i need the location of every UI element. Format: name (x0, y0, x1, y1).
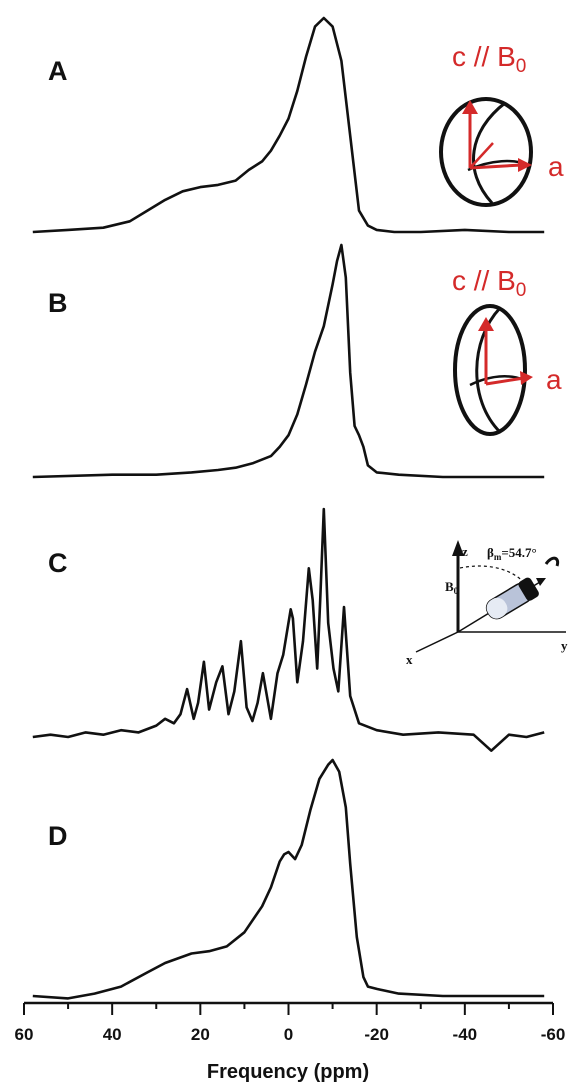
a-axis-arrow-b (485, 376, 525, 386)
x-tick-label: 40 (103, 1025, 122, 1044)
a-label-a: a (548, 151, 564, 182)
panel-a: A (32, 16, 545, 234)
b0-label-c: B0 (445, 579, 459, 596)
inset-c-mas-diagram: B0 z x y βm=54.7° (406, 540, 568, 667)
a-label-b: a (546, 364, 562, 395)
z-axis-arrowhead (452, 540, 464, 556)
panel-c: C (32, 507, 545, 752)
spin-arrow-icon (544, 556, 560, 567)
a-axis-arrowhead-b (520, 371, 533, 385)
c-b0-label-b: c // B0 (452, 265, 526, 301)
spectrum-line-c (32, 507, 545, 752)
spectrum-line-b (32, 243, 545, 479)
x-tick-label: 20 (191, 1025, 210, 1044)
x-axis-line (415, 631, 459, 653)
magic-angle-label: βm=54.7° (487, 545, 537, 562)
panel-d: D (32, 758, 545, 1000)
panel-label-d: D (48, 821, 68, 851)
crystal-ellipsoid-a (439, 97, 533, 207)
rotor-axis-arrowhead (536, 578, 546, 586)
b-axis-arrow-a (469, 142, 494, 169)
panel-label-b: B (48, 288, 68, 318)
rotor-cylinder (485, 577, 539, 620)
a-axis-arrow-a (469, 163, 523, 170)
inset-a-orientation: c // B0 a (439, 41, 564, 207)
z-axis-label: z (462, 544, 468, 559)
x-axis-label: x (406, 652, 413, 667)
panel-b: B (32, 243, 545, 479)
c-b0-label-a: c // B0 (452, 41, 526, 77)
panel-label-a: A (48, 56, 68, 86)
c-axis-arrowhead-a (462, 100, 478, 114)
y-axis-label: y (561, 638, 568, 653)
frequency-axis: 60 40 20 0 -20 -40 -60 Frequency (ppm) (15, 1001, 566, 1083)
c-axis-arrowhead-b (478, 317, 494, 331)
x-tick-label: -20 (364, 1025, 389, 1044)
crystal-ellipsoid-b (453, 304, 527, 436)
x-tick-label: 60 (15, 1025, 34, 1044)
x-tick-label: -40 (453, 1025, 478, 1044)
crystal-facet-a (471, 101, 506, 205)
x-axis-title: Frequency (ppm) (207, 1061, 369, 1083)
x-tick-label: -60 (541, 1025, 566, 1044)
a-axis-arrowhead-a (518, 158, 532, 172)
panels-group: A B C D (32, 16, 545, 1000)
inset-b-orientation: c // B0 a (452, 265, 562, 436)
panel-label-c: C (48, 548, 68, 578)
x-axis-ticks: 60 40 20 0 -20 -40 -60 (15, 1003, 566, 1044)
spectrum-line-a (32, 16, 545, 234)
x-tick-label: 0 (284, 1025, 293, 1044)
spectrum-line-d (32, 758, 545, 1000)
crystal-facet-b (475, 306, 502, 434)
